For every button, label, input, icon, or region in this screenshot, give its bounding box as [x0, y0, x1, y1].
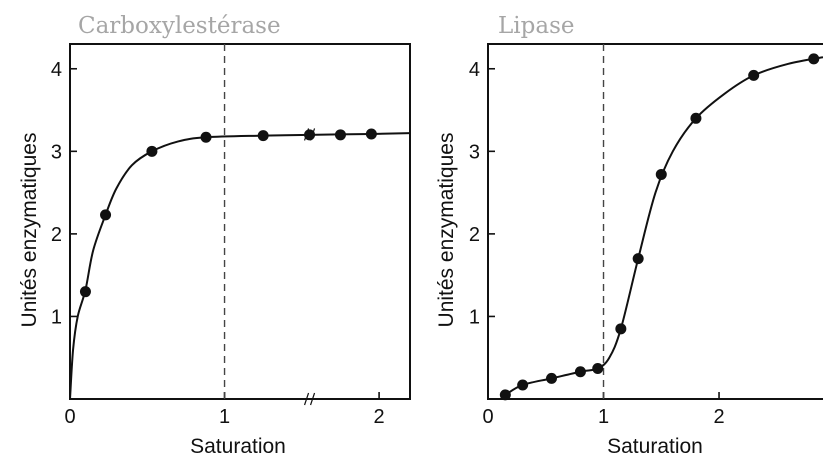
y-ticks: 1 2 3 4 — [469, 59, 495, 328]
x-tick-label: 2 — [713, 406, 724, 428]
chart-title: Lipase — [498, 13, 574, 39]
y-tick-label: 4 — [51, 59, 62, 81]
data-point — [615, 323, 627, 335]
chart-title: Carboxylestérase — [78, 13, 281, 39]
x-tick-label: 0 — [482, 406, 493, 428]
fit-curve — [69, 132, 411, 400]
lipase-panel: Lipase Saturation Unités enzymatiques 0 1… — [435, 13, 823, 458]
data-point — [748, 69, 760, 81]
carboxylesterase-panel: Carboxylestérase Saturation Unités enzym… — [18, 13, 411, 458]
data-point — [592, 362, 604, 374]
data-point — [546, 372, 558, 384]
plot-frame — [69, 43, 411, 400]
data-point — [655, 168, 667, 180]
data-point — [334, 129, 346, 141]
x-axis-label: Saturation — [607, 435, 703, 458]
y-tick-label: 1 — [51, 306, 62, 328]
y-tick-label: 2 — [469, 224, 480, 246]
data-point — [365, 128, 377, 140]
x-tick-label: 1 — [219, 406, 230, 428]
y-tick-label: 4 — [469, 59, 480, 81]
data-point — [574, 366, 586, 378]
y-axis-label: Unités enzymatiques — [18, 133, 41, 328]
marks — [499, 44, 823, 401]
data-point — [690, 112, 702, 124]
y-tick-label: 2 — [51, 224, 62, 246]
data-point — [100, 209, 112, 221]
data-point — [257, 130, 269, 142]
x-axis-break-mark — [303, 392, 316, 406]
data-point — [499, 389, 511, 401]
data-point — [146, 145, 158, 157]
y-tick-label: 3 — [51, 141, 62, 163]
y-tick-label: 1 — [469, 306, 480, 328]
fit-curve — [504, 56, 823, 396]
data-point — [304, 129, 316, 141]
data-point — [808, 53, 820, 65]
data-point — [200, 131, 212, 143]
x-axis-label: Saturation — [190, 435, 286, 458]
x-tick-label: 0 — [64, 406, 75, 428]
plot-frame — [487, 43, 823, 400]
data-point — [79, 286, 91, 298]
x-tick-label: 1 — [598, 406, 609, 428]
data-point — [632, 253, 644, 265]
data-point — [517, 379, 529, 391]
y-tick-label: 3 — [469, 141, 480, 163]
y-axis-label: Unités enzymatiques — [435, 133, 458, 328]
y-ticks: 1 2 3 4 — [51, 59, 77, 328]
x-tick-label: 2 — [374, 406, 385, 428]
marks — [69, 44, 411, 406]
